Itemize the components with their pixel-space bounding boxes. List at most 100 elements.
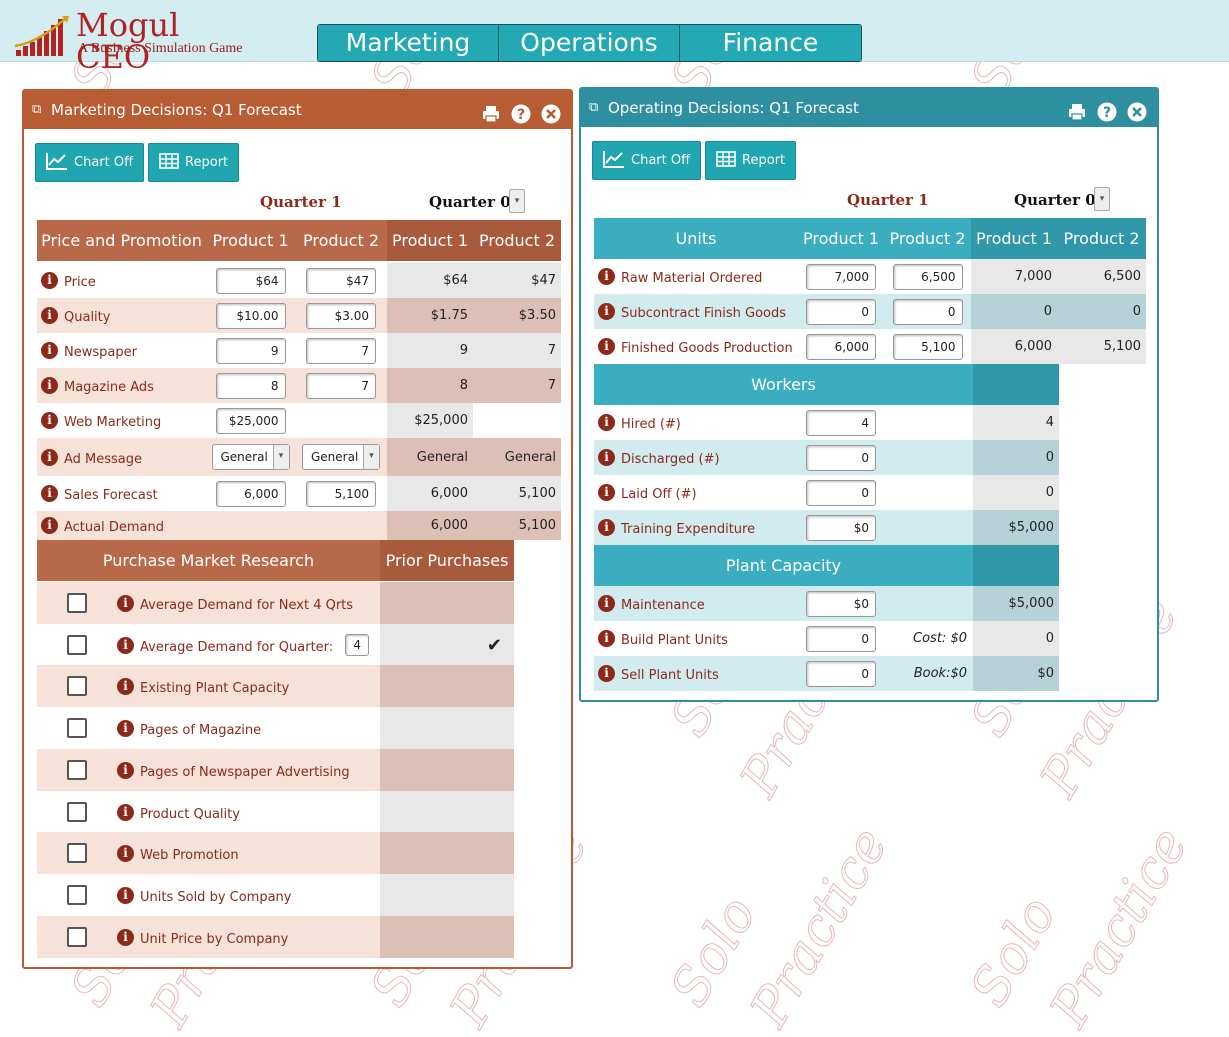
value-input[interactable]: 0 xyxy=(806,479,876,506)
info-icon[interactable]: i xyxy=(117,886,134,904)
value-input[interactable]: 7 xyxy=(306,372,376,399)
operations-panel-header[interactable]: ⧉ Operating Decisions: Q1 Forecast ? xyxy=(581,89,1157,127)
research-checkbox[interactable] xyxy=(67,635,87,655)
print-icon[interactable] xyxy=(481,100,501,123)
value-input[interactable]: $3.00 xyxy=(306,302,376,329)
info-icon[interactable]: i xyxy=(598,630,615,647)
info-icon[interactable]: i xyxy=(598,303,615,320)
research-label-cell: i Pages of Newspaper Advertising xyxy=(117,749,380,791)
research-checkbox[interactable] xyxy=(67,927,87,947)
research-checkbox[interactable] xyxy=(67,676,87,696)
value-input[interactable]: $47 xyxy=(306,267,376,294)
marketing-panel-header[interactable]: ⧉ Marketing Decisions: Q1 Forecast ? xyxy=(24,91,571,129)
info-icon[interactable]: i xyxy=(117,803,134,821)
value-input[interactable]: 6,000 xyxy=(806,333,876,360)
table-row: i Hired (#) 4 4 xyxy=(594,405,1059,440)
info-icon[interactable]: i xyxy=(41,342,58,359)
info-icon[interactable]: i xyxy=(598,268,615,285)
info-icon[interactable]: i xyxy=(117,594,134,612)
value-input[interactable]: $0 xyxy=(806,514,876,541)
info-icon[interactable]: i xyxy=(117,677,134,695)
tree-icon: ⧉ xyxy=(32,102,42,117)
print-icon[interactable] xyxy=(1067,98,1087,121)
value-input[interactable]: 0 xyxy=(806,298,876,325)
quarter-number-input[interactable]: 4 xyxy=(345,634,370,656)
info-icon[interactable]: i xyxy=(117,719,134,737)
value-input[interactable]: 9 xyxy=(215,337,286,364)
quarter0-value-cell: 5,100 xyxy=(473,511,561,540)
input-cell: 5,100 xyxy=(884,329,971,364)
quarter0-value: $1.75 xyxy=(430,308,468,323)
info-icon[interactable]: i xyxy=(117,761,134,779)
value-input[interactable]: 7 xyxy=(306,337,376,364)
research-checkbox[interactable] xyxy=(67,760,87,780)
value-input[interactable]: 5,100 xyxy=(306,480,376,507)
close-icon[interactable] xyxy=(541,100,561,124)
value-input[interactable]: 4 xyxy=(806,409,876,436)
input-cell: 6,000 xyxy=(206,476,295,511)
value-input[interactable]: $25,000 xyxy=(215,407,286,434)
value-input[interactable]: 6,500 xyxy=(892,263,963,290)
info-icon[interactable]: i xyxy=(598,665,615,682)
research-checkbox[interactable] xyxy=(67,593,87,613)
tab-operations[interactable]: Operations xyxy=(499,25,680,61)
info-icon[interactable]: i xyxy=(41,377,58,394)
chart-off-button[interactable]: Chart Off xyxy=(35,143,145,182)
info-icon[interactable]: i xyxy=(41,307,58,324)
ad-message-select[interactable]: General ▾ xyxy=(302,444,380,470)
watermark-text: Practice xyxy=(739,818,900,1037)
research-checkbox[interactable] xyxy=(67,843,87,863)
info-icon[interactable]: i xyxy=(41,412,58,429)
ad-message-select[interactable]: General ▾ xyxy=(211,444,290,470)
quarter0-value: 0 xyxy=(1045,450,1054,465)
research-checkbox[interactable] xyxy=(67,885,87,905)
research-label: Web Promotion xyxy=(140,847,239,863)
info-icon[interactable]: i xyxy=(598,595,615,612)
info-icon[interactable]: i xyxy=(598,484,615,501)
info-icon[interactable]: i xyxy=(41,272,58,289)
value-input[interactable]: $0 xyxy=(806,590,876,617)
close-icon[interactable] xyxy=(1127,98,1147,122)
value-input[interactable]: 0 xyxy=(806,660,876,687)
help-icon[interactable]: ? xyxy=(511,100,531,124)
tab-marketing[interactable]: Marketing xyxy=(318,25,499,61)
chart-off-button[interactable]: Chart Off xyxy=(592,141,702,180)
value-input[interactable]: 7,000 xyxy=(806,263,876,290)
value-input[interactable]: $10.00 xyxy=(215,302,286,329)
value-input[interactable]: 0 xyxy=(806,444,876,471)
row-label-cell: i Web Marketing xyxy=(37,403,206,438)
info-icon[interactable]: i xyxy=(117,636,134,654)
quarter0-value-cell: 0 xyxy=(1057,294,1146,329)
value-input[interactable]: 8 xyxy=(215,372,286,399)
research-checkbox[interactable] xyxy=(67,802,87,822)
info-icon[interactable]: i xyxy=(41,448,58,466)
info-icon[interactable]: i xyxy=(41,517,58,534)
value-input[interactable]: 0 xyxy=(806,625,876,652)
info-icon[interactable]: i xyxy=(598,519,615,536)
checkbox-cell xyxy=(37,791,117,833)
help-icon[interactable]: ? xyxy=(1097,98,1117,122)
value-input[interactable]: 0 xyxy=(892,298,963,325)
quarter0-dropdown[interactable]: ▾ xyxy=(1094,187,1110,211)
info-icon[interactable]: i xyxy=(117,844,134,862)
info-icon[interactable]: i xyxy=(598,414,615,431)
tab-finance[interactable]: Finance xyxy=(680,25,861,61)
research-item: i Web Promotion xyxy=(37,832,514,874)
main-nav: Marketing Operations Finance xyxy=(317,24,862,62)
info-icon[interactable]: i xyxy=(598,449,615,466)
row-label-cell: i Magazine Ads xyxy=(37,368,206,403)
research-label: Existing Plant Capacity xyxy=(140,680,290,696)
quarter0-dropdown[interactable]: ▾ xyxy=(509,189,525,213)
report-button[interactable]: Report xyxy=(148,143,240,182)
value-input[interactable]: 6,000 xyxy=(215,480,286,507)
info-icon[interactable]: i xyxy=(41,485,58,502)
column-header: Product 2 xyxy=(1057,218,1146,259)
value-input[interactable]: 5,100 xyxy=(892,333,963,360)
column-header: Product 1 xyxy=(971,218,1057,259)
info-icon[interactable]: i xyxy=(598,338,615,355)
value-input[interactable]: $64 xyxy=(215,267,286,294)
line-chart-icon xyxy=(603,150,625,172)
report-button[interactable]: Report xyxy=(705,141,797,180)
info-icon[interactable]: i xyxy=(117,928,134,946)
research-checkbox[interactable] xyxy=(67,718,87,738)
